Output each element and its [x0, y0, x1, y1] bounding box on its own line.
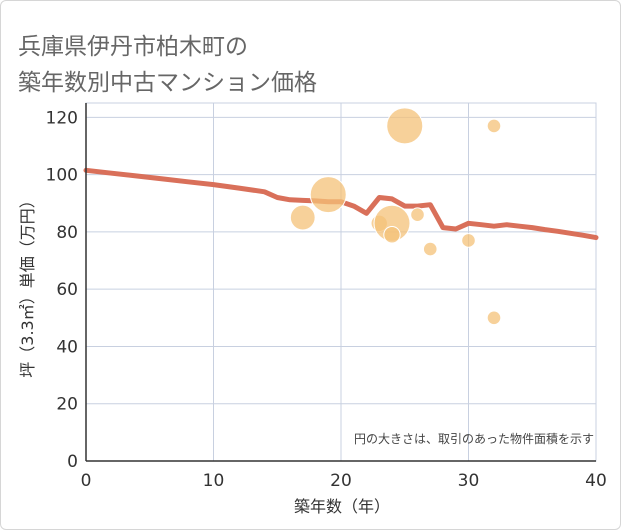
data-point	[486, 118, 502, 134]
y-axis-label: 坪（3.3㎡）単価（万円）	[18, 192, 37, 377]
data-point	[383, 226, 401, 244]
data-point	[289, 204, 316, 231]
size-annotation: 円の大きさは、取引のあった物件面積を示す	[354, 431, 594, 446]
data-point	[386, 107, 424, 145]
y-tick-label: 120	[46, 108, 78, 128]
x-tick-label: 30	[458, 471, 480, 491]
y-tick-label: 20	[56, 395, 78, 415]
axes	[85, 103, 596, 462]
bubble-layer	[289, 107, 502, 326]
data-point	[309, 176, 347, 214]
data-point	[461, 233, 476, 248]
y-tick-label: 100	[46, 166, 78, 186]
x-axis-label: 築年数（年）	[294, 497, 390, 516]
data-point	[422, 241, 438, 257]
x-tick-label: 40	[585, 471, 607, 491]
y-tick-label: 0	[67, 452, 78, 472]
x-tick-label: 0	[81, 471, 92, 491]
x-tick-label: 10	[203, 471, 225, 491]
data-point	[410, 207, 425, 222]
trend-line	[83, 167, 599, 241]
y-tick-label: 80	[56, 223, 78, 243]
trend-line-layer	[83, 167, 599, 241]
grid-lines	[85, 102, 597, 462]
tick-labels: 0 10 20 30 40 0 20 40 60 80 100 120	[46, 108, 607, 491]
y-tick-label: 60	[56, 280, 78, 300]
chart-title: 兵庫県伊丹市柏木町の 築年数別中古マンション価格	[18, 34, 317, 97]
y-tick-label: 40	[56, 337, 78, 357]
data-point	[486, 310, 502, 326]
x-tick-label: 20	[330, 471, 352, 491]
